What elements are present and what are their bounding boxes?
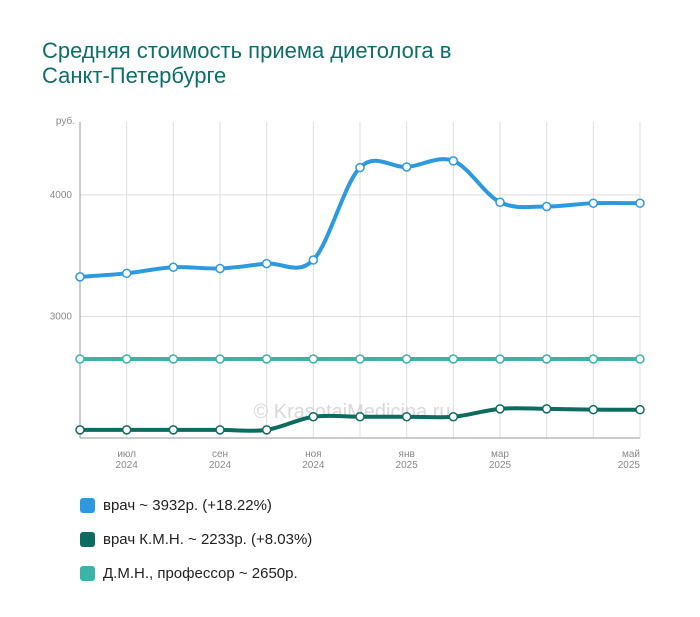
data-point[interactable]: [635, 404, 645, 415]
chart-title-line-1: Средняя стоимость приема диетолога в: [42, 38, 452, 63]
data-point[interactable]: [75, 425, 85, 435]
data-point[interactable]: [308, 354, 319, 364]
x-tick-label-month: мар: [491, 449, 509, 460]
series-2: [75, 404, 645, 435]
x-tick-label-year: 2025: [618, 460, 641, 471]
legend-item-1[interactable]: врач ~ 3932р. (+18.22%): [80, 488, 312, 522]
data-point[interactable]: [635, 198, 645, 208]
data-point[interactable]: [75, 354, 85, 364]
data-point[interactable]: [448, 411, 459, 422]
series-1: [75, 156, 645, 282]
x-tick-label-month: май: [622, 449, 640, 460]
data-point[interactable]: [588, 198, 599, 208]
data-point[interactable]: [495, 354, 505, 364]
data-point[interactable]: [215, 354, 225, 364]
legend-item-3[interactable]: Д.М.Н., профессор ~ 2650р.: [80, 556, 312, 590]
data-point[interactable]: [355, 354, 365, 364]
legend-label-3: Д.М.Н., профессор ~ 2650р.: [103, 564, 298, 582]
x-tick-label-month: июл: [117, 449, 136, 460]
data-point[interactable]: [541, 354, 552, 364]
watermark-text: © KrasotaiMedicina.ru: [253, 401, 450, 423]
data-point[interactable]: [401, 354, 412, 364]
legend-swatch-3: [80, 565, 95, 581]
data-point[interactable]: [121, 268, 132, 279]
chart-title-line-2: Санкт-Петербурге: [42, 63, 227, 88]
data-point[interactable]: [261, 354, 272, 364]
series-group: [75, 156, 645, 435]
x-axis-ticks: июл2024сен2024ноя2024янв2025мар2025май20…: [116, 449, 641, 471]
legend-item-2[interactable]: врач К.М.Н. ~ 2233р. (+8.03%): [80, 522, 312, 556]
legend-label-1: врач ~ 3932р. (+18.22%): [103, 496, 272, 514]
data-point[interactable]: [168, 262, 179, 272]
x-tick-label-year: 2025: [396, 460, 419, 471]
legend-swatch-1: [80, 497, 95, 513]
data-point[interactable]: [355, 162, 365, 173]
y-tick-label: 4000: [50, 190, 73, 201]
data-point[interactable]: [401, 162, 412, 172]
data-point[interactable]: [121, 425, 132, 435]
x-tick-label-year: 2024: [302, 460, 325, 471]
data-point[interactable]: [75, 272, 85, 282]
x-tick-label-year: 2025: [489, 460, 512, 471]
data-point[interactable]: [541, 201, 552, 212]
data-point[interactable]: [168, 425, 179, 435]
y-tick-label: 3000: [50, 311, 73, 322]
data-point[interactable]: [168, 354, 179, 364]
legend: врач ~ 3932р. (+18.22%) врач К.М.Н. ~ 22…: [80, 488, 312, 590]
legend-swatch-2: [80, 531, 95, 547]
data-point[interactable]: [588, 404, 599, 415]
data-point[interactable]: [215, 425, 225, 435]
data-point[interactable]: [308, 411, 319, 422]
data-point[interactable]: [588, 354, 599, 364]
data-point[interactable]: [448, 156, 459, 166]
chart-title: Средняя стоимость приема диетолога в Сан…: [42, 38, 642, 88]
x-tick-label-month: ноя: [305, 449, 322, 460]
data-point[interactable]: [215, 263, 225, 274]
data-point[interactable]: [495, 197, 505, 207]
data-point[interactable]: [541, 404, 552, 414]
data-point[interactable]: [121, 354, 132, 364]
x-tick-label-month: сен: [212, 449, 228, 460]
data-point[interactable]: [635, 354, 645, 364]
y-axis-unit-label: руб.: [56, 115, 75, 127]
data-point[interactable]: [401, 411, 412, 422]
legend-label-2: врач К.М.Н. ~ 2233р. (+8.03%): [103, 530, 313, 548]
data-point[interactable]: [261, 425, 272, 435]
y-axis-ticks: 3000 4000: [50, 190, 73, 323]
chart-grid: [79, 122, 641, 439]
data-point[interactable]: [308, 255, 319, 265]
data-point[interactable]: [495, 404, 505, 414]
x-tick-label-year: 2024: [116, 460, 139, 471]
data-point[interactable]: [261, 258, 272, 269]
x-tick-label-year: 2024: [209, 460, 232, 471]
x-tick-label-month: янв: [399, 449, 415, 460]
series-3: [75, 354, 645, 364]
data-point[interactable]: [355, 411, 365, 422]
data-point[interactable]: [448, 354, 459, 364]
